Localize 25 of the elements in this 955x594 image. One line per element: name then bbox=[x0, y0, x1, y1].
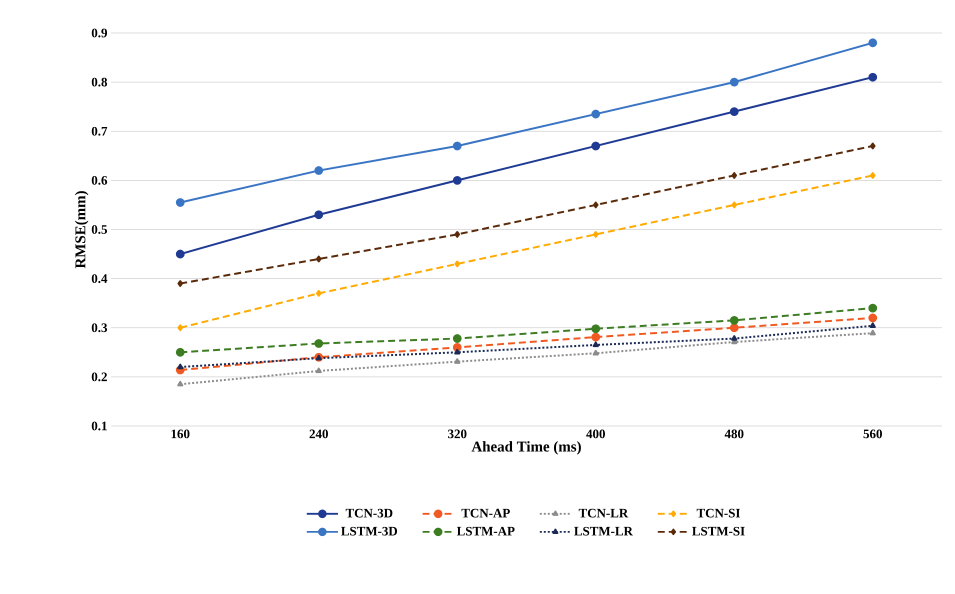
legend-label: TCN-3D bbox=[346, 508, 392, 518]
y-tick-label: 0.3 bbox=[92, 323, 108, 332]
x-tick-label: 480 bbox=[724, 430, 744, 438]
legend-label: TCN-LR bbox=[578, 508, 628, 518]
x-tick-label: 400 bbox=[586, 430, 605, 438]
x-tick-label: 240 bbox=[310, 430, 328, 438]
x-tick-label: 560 bbox=[864, 430, 882, 438]
x-axis-title: Ahead Time (ms) bbox=[472, 441, 581, 455]
y-tick-label: 0.6 bbox=[92, 176, 108, 185]
y-tick-label: 0.2 bbox=[92, 372, 107, 382]
legend-label: TCN-SI bbox=[696, 508, 740, 518]
y-tick-label: 0.8 bbox=[92, 78, 108, 87]
legend-label: LSTM-AP bbox=[456, 526, 515, 536]
y-tick-label: 0.9 bbox=[92, 28, 108, 38]
legend-label: TCN-AP bbox=[462, 508, 510, 518]
legend-label: LSTM-3D bbox=[341, 526, 398, 536]
y-tick-label: 0.4 bbox=[92, 274, 108, 284]
y-axis-title: RMSE(mm) bbox=[74, 191, 88, 268]
legend-label: LSTM-LR bbox=[574, 526, 634, 536]
x-tick-label: 160 bbox=[172, 430, 190, 438]
legend-label: LSTM-SI bbox=[692, 526, 745, 536]
y-tick-label: 0.7 bbox=[92, 126, 108, 136]
y-tick-label: 0.5 bbox=[92, 225, 108, 234]
x-tick-label: 320 bbox=[448, 430, 466, 438]
y-tick-label: 0.1 bbox=[92, 422, 107, 430]
